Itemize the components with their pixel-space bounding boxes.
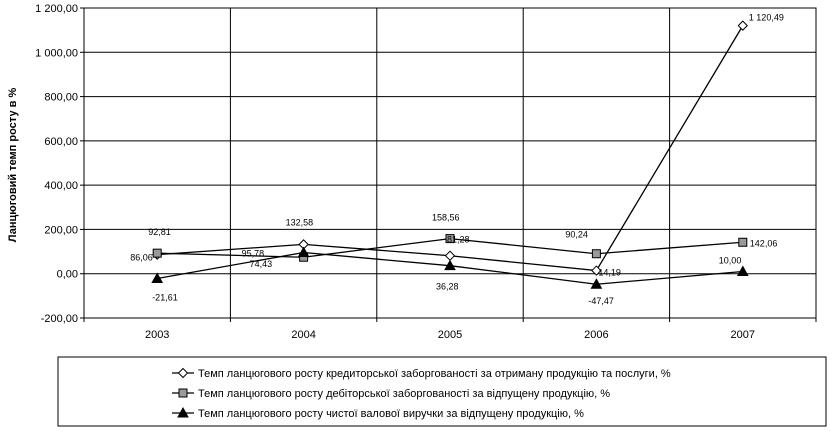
data-point	[444, 259, 456, 271]
data-label: 81,28	[447, 235, 470, 245]
x-tick-label: 2003	[145, 329, 169, 341]
data-label: -47,47	[588, 296, 614, 306]
y-tick-label: 1 200,00	[35, 3, 78, 15]
y-tick-label: 600,00	[44, 136, 78, 148]
data-label: 92,81	[148, 227, 171, 237]
data-label: 1 120,49	[749, 13, 784, 23]
data-point	[445, 234, 455, 244]
y-tick-label: 0,00	[57, 269, 78, 281]
data-label: 74,43	[250, 259, 273, 269]
y-tick-label: 1 000,00	[35, 47, 78, 59]
y-tick-label: 400,00	[44, 180, 78, 192]
data-point	[591, 265, 602, 276]
data-label: 90,24	[565, 230, 588, 240]
legend-marker	[177, 406, 189, 418]
data-label: 142,06	[750, 238, 778, 248]
x-tick-label: 2007	[731, 329, 755, 341]
data-point	[738, 237, 748, 247]
data-point	[736, 265, 749, 276]
x-axis-ticks: 2003 2004 2005 2006 2007	[83, 318, 817, 341]
legend-label: Темп ланцюгового росту чистої валової ви…	[198, 408, 584, 420]
data-label: 95,78	[242, 249, 265, 259]
y-tick-label: -200,00	[41, 313, 78, 325]
legend: Темп ланцюгового росту кредиторської заб…	[57, 356, 827, 427]
data-label: 158,56	[432, 213, 460, 223]
data-point	[297, 246, 310, 258]
data-point	[590, 278, 603, 289]
legend-marker	[178, 388, 188, 398]
legend-entry-kredytorska: Темп ланцюгового росту кредиторської заб…	[172, 367, 671, 380]
x-tick-label: 2005	[438, 329, 462, 341]
data-labels: 86,06 132,58 81,28 14,19 1 120,49 92,81 74,43 1…	[130, 13, 784, 307]
data-point	[591, 249, 601, 259]
legend-label: Темп ланцюгового росту кредиторської заб…	[198, 368, 671, 380]
x-tick-label: 2006	[584, 329, 608, 341]
data-point	[152, 248, 162, 258]
y-axis-label: Ланцюговий темп росту в %	[7, 88, 19, 243]
data-label: 14,19	[598, 268, 621, 278]
legend-entry-debitorska: Темп ланцюгового росту дебіторської забо…	[172, 388, 610, 400]
y-tick-label: 200,00	[44, 224, 78, 236]
data-label: -21,61	[152, 292, 178, 302]
data-label: 132,58	[286, 217, 314, 227]
data-point	[151, 272, 164, 283]
gridlines	[84, 7, 816, 319]
series-group	[151, 20, 749, 289]
legend-label: Темп ланцюгового росту дебіторської забо…	[198, 388, 610, 400]
data-label: 36,28	[436, 282, 459, 292]
legend-marker	[177, 367, 189, 379]
data-point	[737, 20, 749, 31]
y-tick-label: 800,00	[44, 92, 78, 104]
legend-entry-vyruchka: Темп ланцюгового росту чистої валової ви…	[172, 406, 584, 420]
x-tick-label: 2004	[291, 329, 315, 341]
y-axis-ticks: -200,00 0,00 200,00 400,00 600,00 800,00 1 000…	[35, 3, 84, 325]
data-label: 10,00	[719, 256, 742, 266]
data-label: 86,06	[130, 253, 153, 263]
